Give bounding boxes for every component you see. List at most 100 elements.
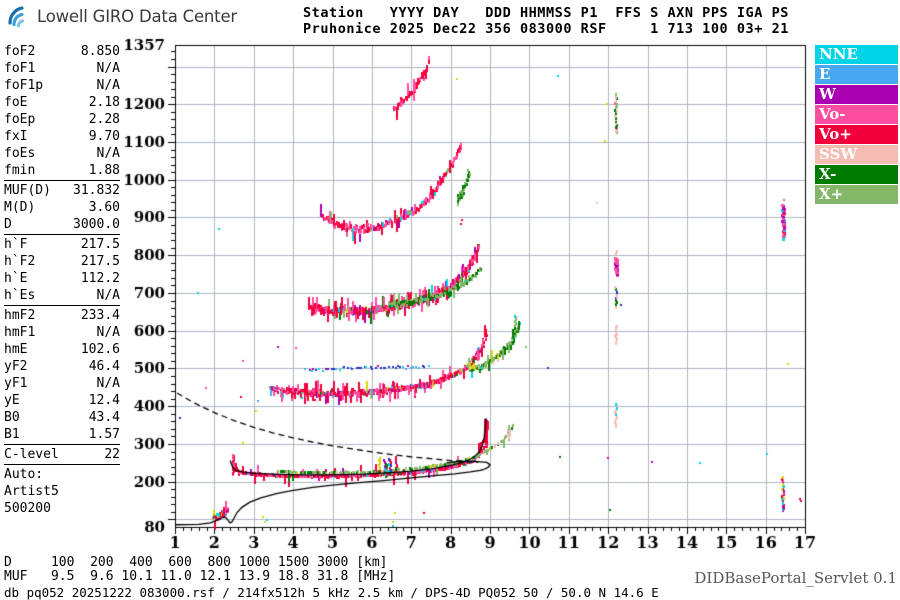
legend-item-nne: NNE — [815, 45, 898, 64]
param-value: 31.832 — [73, 183, 120, 198]
param-value: 8.850 — [80, 44, 120, 59]
legend-item-w: W — [815, 85, 898, 104]
param-row: yE 12.4 — [4, 392, 120, 409]
header-columns-line: Station YYYY DAY DDD HHMMSS P1 FFS S AXN… — [303, 5, 789, 21]
param-row: D 3000.0 — [4, 216, 120, 233]
param-value: 217.5 — [80, 254, 120, 269]
param-value: N/A — [96, 288, 120, 303]
param-row: M(D) 3.60 — [4, 199, 120, 216]
param-group: C-level 22 — [4, 444, 120, 464]
param-row: foF1 N/A — [4, 60, 120, 77]
param-value: N/A — [96, 78, 120, 93]
param-value: 233.4 — [80, 308, 120, 323]
param-row: Artist5 — [4, 483, 120, 500]
param-value: 3.60 — [88, 200, 120, 215]
param-row: fmin 1.88 — [4, 162, 120, 179]
param-label: h`Es — [4, 288, 36, 303]
param-label: M(D) — [4, 200, 36, 215]
param-label: fmin — [4, 163, 36, 178]
param-label: D — [4, 217, 12, 232]
param-group: hmF2 233.4 hmF1 N/A hmE 102.6 yF2 46.4 yF1 N/A yE 1… — [4, 305, 120, 444]
color-legend: NNE E W Vo- Vo+ SSW X- X+ — [815, 45, 898, 205]
param-label: h`E — [4, 271, 28, 286]
param-value: 43.4 — [88, 410, 120, 425]
param-row: Auto: — [4, 466, 120, 483]
legend-item-vo: Vo+ — [815, 125, 898, 144]
legend-item-x: X- — [815, 165, 898, 184]
param-value: 3000.0 — [73, 217, 120, 232]
param-row: hmE 102.6 — [4, 341, 120, 358]
param-label: h`F2 — [4, 254, 36, 269]
param-row: hmF1 N/A — [4, 324, 120, 341]
param-row: 500200 — [4, 500, 120, 517]
param-value: 46.4 — [88, 359, 120, 374]
legend-item-ssw: SSW — [815, 145, 898, 164]
param-label: yF2 — [4, 359, 28, 374]
param-label: foEs — [4, 146, 36, 161]
param-row: yF1 N/A — [4, 375, 120, 392]
param-row: hmF2 233.4 — [4, 307, 120, 324]
param-label: yF1 — [4, 376, 28, 391]
param-value: N/A — [96, 61, 120, 76]
legend-item-vo: Vo- — [815, 105, 898, 124]
param-value: 1.88 — [88, 163, 120, 178]
param-group: Auto: Artist5 500200 — [4, 464, 120, 518]
logo-text: Lowell GIRO Data Center — [37, 7, 237, 26]
param-label: MUF(D) — [4, 183, 51, 198]
param-label: hmE — [4, 342, 28, 357]
param-label: hmF2 — [4, 308, 36, 323]
record-info-line: db pq052 20251222 083000.rsf / 214fx512h… — [4, 585, 659, 600]
param-label: fxI — [4, 129, 28, 144]
param-value: 12.4 — [88, 393, 120, 408]
param-row: h`Es N/A — [4, 287, 120, 304]
station-header: Station YYYY DAY DDD HHMMSS P1 FFS S AXN… — [303, 5, 789, 37]
param-label: 500200 — [4, 501, 51, 516]
param-row: h`E 112.2 — [4, 270, 120, 287]
param-row: h`F2 217.5 — [4, 253, 120, 270]
param-label: yE — [4, 393, 20, 408]
header-values-line: Pruhonice 2025 Dec22 356 083000 RSF 1 71… — [303, 20, 789, 37]
param-value: 2.28 — [88, 112, 120, 127]
legend-item-x: X+ — [815, 185, 898, 204]
param-row: fxI 9.70 — [4, 128, 120, 145]
param-value: 9.70 — [88, 129, 120, 144]
param-row: foEp 2.28 — [4, 111, 120, 128]
param-label: Auto: — [4, 467, 44, 482]
param-row: foF2 8.850 — [4, 43, 120, 60]
param-label: foF1p — [4, 78, 44, 93]
param-row: B0 43.4 — [4, 409, 120, 426]
param-label: B0 — [4, 410, 20, 425]
param-row: yF2 46.4 — [4, 358, 120, 375]
param-group: h`F 217.5 h`F2 217.5 h`E 112.2 h`Es N/A — [4, 234, 120, 305]
param-row: foF1p N/A — [4, 77, 120, 94]
param-value: 22 — [104, 447, 120, 462]
param-row: h`F 217.5 — [4, 236, 120, 253]
param-label: C-level — [4, 447, 59, 462]
param-label: hmF1 — [4, 325, 36, 340]
param-value: 1.57 — [88, 427, 120, 442]
param-value: 102.6 — [80, 342, 120, 357]
param-group: foF2 8.850 foF1 N/A foF1p N/A foE 2.18 foEp 2.28 f… — [4, 42, 120, 180]
param-label: foEp — [4, 112, 36, 127]
param-value: 2.18 — [88, 95, 120, 110]
giro-logo: Lowell GIRO Data Center — [8, 6, 237, 27]
distance-row: D 100 200 400 600 800 1000 1500 3000 [km… — [4, 555, 388, 570]
param-row: foE 2.18 — [4, 94, 120, 111]
param-value: 217.5 — [80, 237, 120, 252]
param-label: h`F — [4, 237, 28, 252]
muf-row: MUF 9.5 9.6 10.1 11.0 12.1 13.9 18.8 31.… — [4, 569, 396, 584]
param-value: N/A — [96, 376, 120, 391]
param-label: Artist5 — [4, 484, 59, 499]
param-label: foF1 — [4, 61, 36, 76]
giro-wave-icon — [8, 6, 25, 27]
param-row: foEs N/A — [4, 145, 120, 162]
param-label: foF2 — [4, 44, 36, 59]
param-value: N/A — [96, 325, 120, 340]
param-label: B1 — [4, 427, 20, 442]
legend-item-e: E — [815, 65, 898, 84]
parameter-panel: foF2 8.850 foF1 N/A foF1p N/A foE 2.18 foEp 2.28 f… — [4, 42, 120, 518]
servlet-version-label: DIDBasePortal_Servlet 0.1 — [694, 569, 897, 587]
param-row: C-level 22 — [4, 446, 120, 463]
